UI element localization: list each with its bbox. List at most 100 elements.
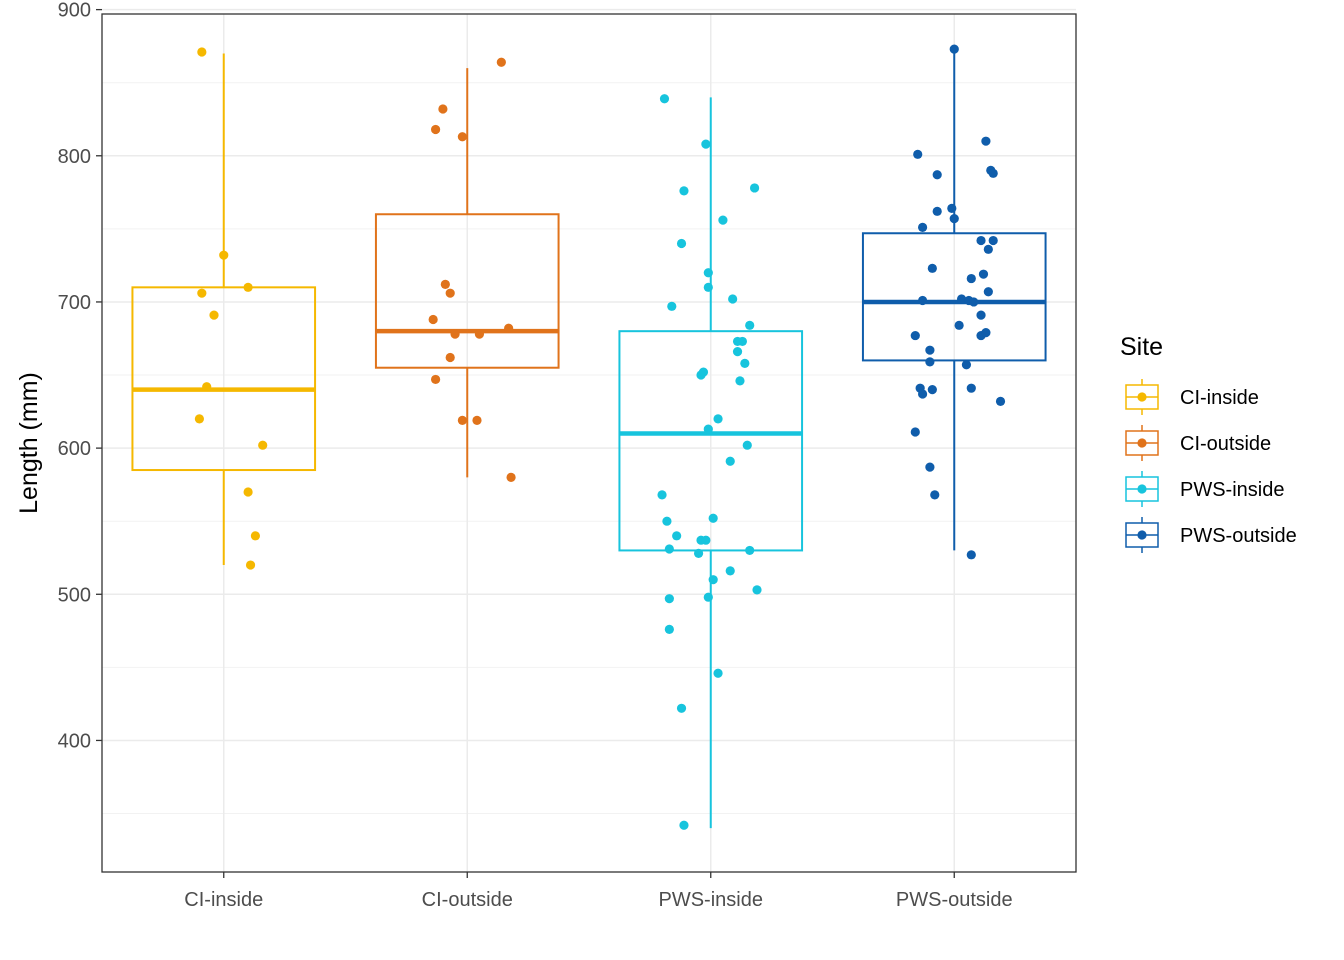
data-point xyxy=(676,703,687,713)
data-point xyxy=(672,531,682,541)
data-point xyxy=(440,279,450,290)
data-point xyxy=(194,414,204,424)
legend-title: Site xyxy=(1120,333,1163,361)
data-point xyxy=(949,44,959,54)
data-point xyxy=(506,472,516,482)
data-point xyxy=(949,214,959,224)
data-point xyxy=(679,820,689,830)
data-point xyxy=(664,544,674,554)
data-point xyxy=(703,282,713,292)
data-point xyxy=(472,415,482,425)
data-point xyxy=(659,94,670,104)
data-point xyxy=(925,345,935,355)
data-point xyxy=(657,490,667,500)
x-tick-label: CI-outside xyxy=(422,889,513,911)
data-point xyxy=(925,357,935,367)
data-point xyxy=(745,320,755,330)
data-point xyxy=(676,238,687,249)
data-point xyxy=(932,170,942,180)
data-point xyxy=(917,295,928,306)
legend-key-point xyxy=(1137,484,1147,494)
legend-key-point xyxy=(1137,530,1147,540)
data-point xyxy=(917,389,928,399)
legend: Site CI-inside CI-outside PWS-inside PWS-ou… xyxy=(1120,333,1297,553)
data-point xyxy=(988,168,998,178)
legend-label: CI-inside xyxy=(1180,387,1259,409)
data-point xyxy=(725,456,735,466)
data-point xyxy=(749,183,760,193)
data-point xyxy=(740,358,750,368)
y-tick-label: 700 xyxy=(58,292,91,314)
plot-panel xyxy=(101,8,1077,873)
data-point xyxy=(913,149,923,159)
data-point xyxy=(474,329,485,339)
data-point xyxy=(662,516,672,526)
box xyxy=(618,330,804,552)
data-point xyxy=(450,329,460,339)
data-point xyxy=(718,215,728,225)
data-point xyxy=(728,294,738,304)
data-point xyxy=(258,440,268,450)
legend-key-point xyxy=(1137,438,1147,448)
x-tick-label: PWS-inside xyxy=(659,889,763,911)
data-point xyxy=(679,186,689,196)
data-point xyxy=(735,376,745,386)
data-point xyxy=(713,414,723,424)
minor-gridlines xyxy=(102,82,1076,815)
y-tick-label: 500 xyxy=(58,584,91,606)
box xyxy=(861,232,1047,362)
data-point xyxy=(713,668,723,678)
legend-label: CI-outside xyxy=(1180,433,1271,455)
data-point xyxy=(927,385,937,395)
data-point xyxy=(445,352,455,363)
data-point xyxy=(245,560,256,570)
points-layer xyxy=(194,44,1006,830)
data-point xyxy=(664,594,674,604)
data-point xyxy=(961,360,972,370)
data-point xyxy=(202,382,212,392)
y-axis: 400 500 600 700 800 900 xyxy=(58,0,102,752)
data-point xyxy=(983,287,993,297)
data-point xyxy=(693,548,704,558)
data-point xyxy=(988,235,998,246)
data-point xyxy=(966,273,976,284)
data-point xyxy=(981,328,991,338)
data-point xyxy=(703,424,713,434)
data-point xyxy=(209,310,219,320)
data-point xyxy=(457,415,467,425)
data-point xyxy=(954,320,964,330)
data-point xyxy=(910,330,920,341)
data-point xyxy=(445,288,455,298)
data-point xyxy=(708,575,718,585)
legend-label: PWS-outside xyxy=(1180,525,1297,547)
data-point xyxy=(243,487,253,497)
data-point xyxy=(504,323,514,333)
data-point xyxy=(701,535,711,545)
box-layer xyxy=(131,53,1047,829)
data-point xyxy=(438,104,448,114)
data-point xyxy=(978,269,989,279)
data-point xyxy=(745,545,755,556)
data-point xyxy=(667,301,677,311)
data-point xyxy=(927,263,937,273)
data-point xyxy=(698,367,709,377)
box xyxy=(131,286,317,472)
y-axis-title: Length (mm) xyxy=(15,372,43,514)
data-point xyxy=(219,250,229,260)
x-axis: CI-inside CI-outside PWS-inside PWS-outside xyxy=(184,872,1013,911)
data-point xyxy=(701,139,711,149)
data-point xyxy=(732,336,743,347)
data-point xyxy=(430,374,441,385)
data-point xyxy=(243,282,253,292)
data-point xyxy=(430,124,441,135)
data-point xyxy=(981,136,991,146)
data-point xyxy=(966,383,976,393)
box xyxy=(374,213,560,369)
data-point xyxy=(966,550,976,560)
data-point xyxy=(925,462,935,472)
data-point xyxy=(932,206,942,216)
x-tick-label: PWS-outside xyxy=(896,889,1013,911)
data-point xyxy=(664,624,674,634)
data-point xyxy=(496,57,506,67)
